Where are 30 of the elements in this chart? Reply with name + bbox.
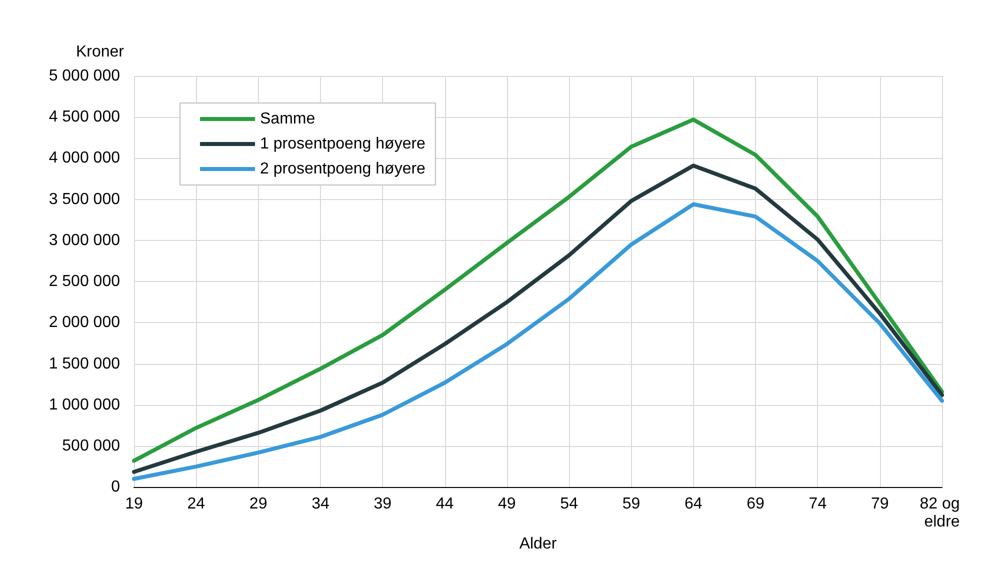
y-tick-label: 3 500 000 — [48, 190, 120, 208]
legend-label: 1 prosentpoeng høyere — [260, 136, 426, 152]
y-axis-title: Kroner — [76, 44, 125, 60]
x-tick-label: 19 — [125, 496, 143, 513]
x-axis-title: Alder — [519, 536, 558, 552]
x-tick-label: 39 — [374, 496, 392, 513]
x-tick-label: 44 — [436, 496, 454, 513]
y-tick-label: 500 000 — [62, 437, 120, 454]
y-tick-label: 0 — [111, 478, 120, 496]
x-tick-label: 64 — [684, 496, 702, 513]
x-tick-label: 69 — [746, 496, 765, 513]
x-tick-label: 29 — [249, 496, 268, 513]
x-tick-label: 49 — [498, 496, 516, 513]
y-tick-label: 5 000 000 — [48, 68, 120, 84]
x-tick-label: 24 — [187, 496, 206, 513]
legend-label: Samme — [260, 110, 316, 128]
y-tick-label: 3 000 000 — [48, 232, 120, 249]
x-tick-label: 79 — [870, 496, 889, 513]
x-tick-label: 74 — [808, 496, 827, 513]
y-tick-label: 1 000 000 — [48, 396, 120, 414]
y-tick-label: 2 500 000 — [48, 273, 120, 290]
x-tick-label: 82 og eldre — [920, 496, 964, 531]
y-tick-label: 4 000 000 — [48, 150, 120, 167]
legend-label: 2 prosentpoeng høyere — [260, 160, 426, 178]
x-tick-label: 34 — [312, 496, 330, 513]
y-tick-label: 1 500 000 — [48, 355, 120, 372]
y-tick-label: 4 500 000 — [48, 108, 120, 126]
x-tick-label: 59 — [622, 496, 640, 513]
x-tick-label: 54 — [560, 496, 578, 513]
y-tick-label: 2 000 000 — [48, 314, 120, 332]
